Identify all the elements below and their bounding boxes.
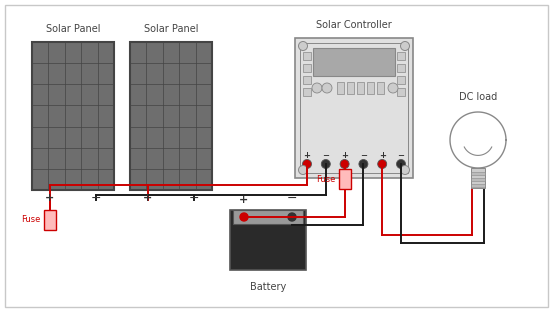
Circle shape (302, 159, 311, 168)
Bar (300, 43, 408, 173)
Bar (397, 64, 405, 72)
Circle shape (340, 159, 349, 168)
Bar (397, 76, 405, 84)
Bar (32, 42, 114, 190)
Bar (367, 82, 374, 94)
Text: +: + (379, 152, 385, 160)
Bar (230, 210, 306, 270)
Bar (471, 168, 485, 188)
Bar (337, 82, 344, 94)
Text: Solar Panel: Solar Panel (46, 24, 100, 34)
Text: −: − (189, 192, 199, 204)
Text: −: − (398, 152, 404, 160)
Circle shape (321, 159, 330, 168)
Bar (130, 42, 212, 190)
Circle shape (322, 83, 332, 93)
Text: +: + (45, 193, 55, 203)
Text: −: − (91, 192, 101, 204)
Text: Fuse: Fuse (22, 216, 41, 225)
Text: +: + (239, 195, 249, 205)
Bar (471, 172, 485, 175)
Text: +: + (341, 152, 348, 160)
Bar (32, 42, 114, 190)
Text: Fuse: Fuse (316, 174, 336, 183)
Circle shape (299, 41, 307, 51)
Bar (397, 52, 405, 60)
Text: −: − (322, 152, 329, 160)
Circle shape (359, 159, 368, 168)
Text: Battery: Battery (250, 282, 286, 292)
Circle shape (288, 213, 296, 221)
Circle shape (312, 83, 322, 93)
Bar (130, 42, 212, 190)
Text: +: + (304, 152, 310, 160)
Bar (303, 64, 311, 72)
Bar (338, 169, 351, 189)
Text: Solar Panel: Solar Panel (144, 24, 198, 34)
Bar (303, 88, 311, 96)
Bar (303, 52, 311, 60)
Bar (295, 38, 413, 178)
Bar (357, 82, 364, 94)
Circle shape (378, 159, 387, 168)
Circle shape (397, 159, 405, 168)
Bar (313, 48, 395, 76)
Bar (44, 210, 56, 230)
Bar (471, 178, 485, 181)
Bar (471, 184, 485, 187)
Circle shape (400, 41, 410, 51)
Circle shape (299, 165, 307, 174)
Circle shape (240, 213, 248, 221)
Bar (377, 82, 384, 94)
Bar (397, 88, 405, 96)
Text: Solar Controller: Solar Controller (316, 20, 392, 30)
Text: −: − (287, 192, 298, 205)
Text: −: − (360, 152, 367, 160)
Circle shape (388, 83, 398, 93)
Bar (233, 210, 303, 224)
Text: DC load: DC load (459, 92, 497, 102)
Bar (347, 82, 354, 94)
Bar (303, 76, 311, 84)
Text: +: + (143, 193, 153, 203)
Polygon shape (450, 112, 506, 168)
Circle shape (400, 165, 410, 174)
